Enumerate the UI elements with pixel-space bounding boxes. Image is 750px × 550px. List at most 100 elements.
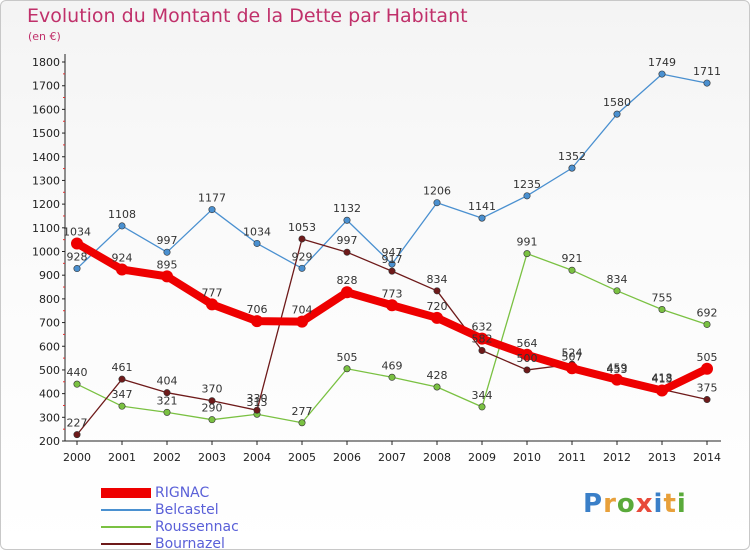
data-point-rignac bbox=[251, 315, 263, 328]
y-tick-label: 1700 bbox=[32, 80, 60, 93]
data-point-bournazel bbox=[478, 347, 486, 355]
data-label-belcastel: 1177 bbox=[198, 192, 226, 205]
legend-label-bournazel: Bournazel bbox=[155, 536, 225, 550]
data-point-belcastel bbox=[568, 164, 576, 172]
y-tick-label: 300 bbox=[39, 411, 60, 424]
y-tick-label: 900 bbox=[39, 269, 60, 282]
legend: RIGNAC Belcastel Roussennac Bournazel bbox=[101, 485, 301, 550]
data-point-roussennac bbox=[73, 380, 81, 388]
data-point-roussennac bbox=[433, 383, 441, 391]
data-label-belcastel: 997 bbox=[157, 234, 178, 247]
data-label-roussennac: 921 bbox=[562, 252, 583, 265]
logo-letter: t bbox=[663, 489, 677, 519]
data-label-roussennac: 755 bbox=[652, 292, 673, 305]
data-point-belcastel bbox=[298, 264, 306, 272]
data-point-bournazel bbox=[118, 375, 126, 383]
data-point-roussennac bbox=[613, 287, 621, 295]
chart-subtitle: (en €) bbox=[28, 30, 61, 43]
data-label-rignac: 924 bbox=[112, 252, 133, 265]
data-label-belcastel: 1235 bbox=[513, 178, 541, 191]
data-point-bournazel bbox=[73, 431, 81, 439]
y-tick-label: 1200 bbox=[32, 198, 60, 211]
logo-letter: o bbox=[616, 489, 636, 519]
data-point-rignac bbox=[521, 348, 533, 361]
data-label-bournazel: 997 bbox=[337, 234, 358, 247]
data-label-roussennac: 991 bbox=[517, 236, 538, 249]
x-tick-label: 2004 bbox=[243, 451, 271, 464]
y-tick-label: 700 bbox=[39, 317, 60, 330]
data-label-bournazel: 1053 bbox=[288, 221, 316, 234]
legend-label-roussennac: Roussennac bbox=[155, 519, 239, 535]
data-label-belcastel: 1749 bbox=[648, 56, 676, 69]
data-point-belcastel bbox=[343, 216, 351, 224]
data-label-rignac: 507 bbox=[562, 350, 583, 363]
legend-item-roussennac: Roussennac bbox=[101, 519, 301, 536]
data-label-rignac: 1034 bbox=[63, 225, 91, 238]
data-label-belcastel: 1141 bbox=[468, 200, 496, 213]
data-point-belcastel bbox=[523, 192, 531, 200]
data-label-roussennac: 347 bbox=[112, 388, 133, 401]
data-point-roussennac bbox=[388, 373, 396, 381]
data-point-rignac bbox=[71, 237, 83, 250]
data-label-belcastel: 1352 bbox=[558, 150, 586, 163]
x-tick-label: 2002 bbox=[153, 451, 181, 464]
data-label-roussennac: 344 bbox=[472, 389, 493, 402]
y-tick-label: 1600 bbox=[32, 103, 60, 116]
x-tick-label: 2009 bbox=[468, 451, 496, 464]
data-label-belcastel: 1711 bbox=[693, 65, 721, 78]
y-tick-label: 200 bbox=[39, 435, 60, 448]
data-label-rignac: 632 bbox=[472, 321, 493, 334]
data-point-rignac bbox=[656, 384, 668, 397]
data-label-roussennac: 313 bbox=[247, 396, 268, 409]
data-label-rignac: 413 bbox=[652, 373, 673, 386]
data-point-roussennac bbox=[208, 416, 216, 424]
data-point-rignac bbox=[116, 263, 128, 276]
data-point-roussennac bbox=[478, 403, 486, 411]
data-label-belcastel: 947 bbox=[382, 246, 403, 259]
data-label-rignac: 777 bbox=[202, 286, 223, 299]
data-point-belcastel bbox=[703, 79, 711, 87]
data-point-rignac bbox=[341, 286, 353, 299]
x-tick-label: 2014 bbox=[693, 451, 721, 464]
data-point-bournazel bbox=[298, 235, 306, 243]
y-tick-label: 400 bbox=[39, 388, 60, 401]
data-label-belcastel: 1034 bbox=[243, 225, 271, 238]
x-tick-label: 2006 bbox=[333, 451, 361, 464]
data-point-roussennac bbox=[163, 408, 171, 416]
y-tick-label: 1500 bbox=[32, 127, 60, 140]
data-label-rignac: 828 bbox=[337, 274, 358, 287]
x-tick-label: 2011 bbox=[558, 451, 586, 464]
data-label-rignac: 564 bbox=[517, 337, 538, 350]
data-point-rignac bbox=[386, 299, 398, 312]
data-label-roussennac: 277 bbox=[292, 405, 313, 418]
y-tick-label: 1100 bbox=[32, 222, 60, 235]
legend-item-rignac: RIGNAC bbox=[101, 485, 301, 502]
data-label-belcastel: 1108 bbox=[108, 208, 136, 221]
data-point-bournazel bbox=[523, 366, 531, 374]
data-point-rignac bbox=[701, 362, 713, 375]
data-point-rignac bbox=[296, 315, 308, 328]
data-point-roussennac bbox=[658, 306, 666, 314]
data-label-bournazel: 330 bbox=[247, 392, 268, 405]
data-label-rignac: 895 bbox=[157, 258, 178, 271]
data-label-bournazel: 418 bbox=[652, 371, 673, 384]
data-point-belcastel bbox=[163, 248, 171, 256]
data-point-roussennac bbox=[703, 320, 711, 328]
x-tick-label: 2012 bbox=[603, 451, 631, 464]
data-point-rignac bbox=[206, 298, 218, 311]
data-label-rignac: 704 bbox=[292, 304, 313, 317]
x-tick-label: 2007 bbox=[378, 451, 406, 464]
data-point-rignac bbox=[611, 373, 623, 386]
data-point-belcastel bbox=[388, 260, 396, 268]
x-tick-label: 2005 bbox=[288, 451, 316, 464]
x-tick-label: 2010 bbox=[513, 451, 541, 464]
legend-label-belcastel: Belcastel bbox=[155, 502, 219, 518]
data-label-bournazel: 582 bbox=[472, 333, 493, 346]
y-tick-label: 1800 bbox=[32, 56, 60, 69]
data-label-belcastel: 929 bbox=[292, 250, 313, 263]
data-label-bournazel: 524 bbox=[562, 346, 583, 359]
legend-item-bournazel: Bournazel bbox=[101, 536, 301, 550]
data-label-bournazel: 375 bbox=[697, 382, 718, 395]
data-label-rignac: 720 bbox=[427, 300, 448, 313]
